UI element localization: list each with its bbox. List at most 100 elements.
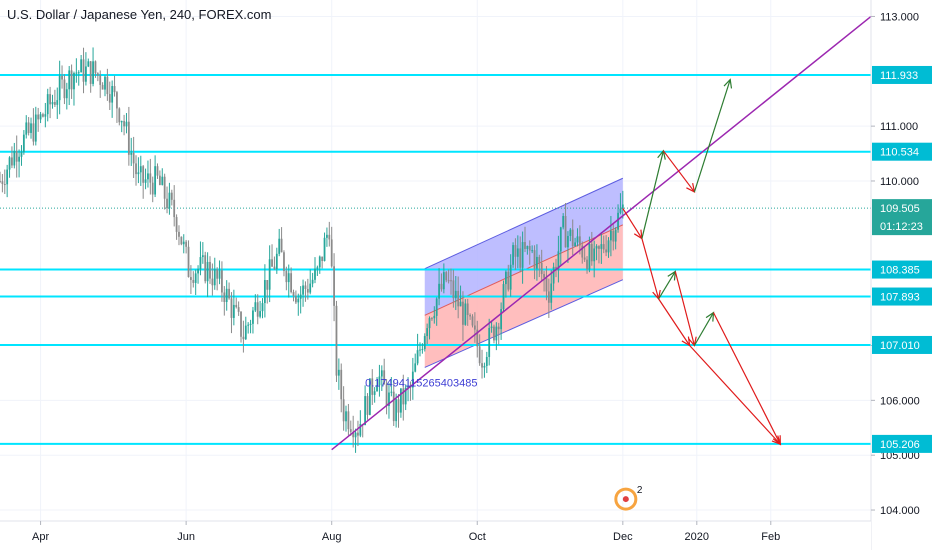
candle-body	[421, 349, 424, 351]
candle-body	[540, 262, 543, 275]
candle-body	[80, 59, 83, 73]
candle-body	[583, 257, 586, 260]
candle-body	[609, 230, 612, 241]
candle-body	[368, 378, 371, 415]
candle-body	[431, 318, 433, 320]
candle-body	[607, 240, 610, 253]
candle-body	[414, 363, 417, 372]
level-price-label: 105.206	[880, 439, 920, 451]
candle-body	[204, 255, 207, 282]
candle-body	[15, 150, 18, 162]
candle-body	[154, 166, 157, 195]
candle-body	[507, 271, 510, 290]
candle-body	[280, 238, 283, 253]
arrow-head	[705, 311, 715, 322]
candle-body	[149, 173, 152, 183]
candle-body	[302, 285, 304, 295]
level-price-label: 108.385	[880, 265, 920, 277]
candle-body	[519, 248, 522, 268]
candle-body	[135, 163, 137, 175]
level-price-label-bg	[872, 260, 932, 279]
candle-body	[75, 72, 78, 74]
candle-body	[578, 236, 581, 246]
candle-body	[340, 369, 343, 400]
candle-body	[602, 244, 605, 250]
level-price-label-bg	[872, 287, 932, 306]
candle-body	[161, 176, 164, 185]
candle-body	[473, 325, 476, 330]
candle-body	[259, 311, 262, 317]
candle-body	[192, 279, 195, 283]
candle-body	[521, 242, 524, 268]
candle-body	[466, 303, 469, 315]
candle-body	[500, 309, 503, 330]
candle-body	[120, 121, 123, 123]
candle-body	[287, 273, 290, 283]
projection-arrows	[622, 78, 782, 446]
candle-body	[397, 399, 400, 413]
candle-body	[1, 181, 4, 185]
candle-body	[285, 270, 288, 283]
candle-body	[564, 216, 567, 248]
candle-body	[247, 324, 250, 326]
candle-body	[273, 266, 276, 269]
level-price-label: 110.534	[880, 147, 919, 159]
candle-body	[598, 246, 600, 249]
candle-body	[478, 346, 481, 364]
candle-body	[182, 241, 185, 245]
candle-body	[218, 270, 221, 279]
candle-body	[244, 325, 247, 340]
candle-body	[299, 294, 302, 299]
candle-body	[178, 231, 180, 237]
candle-body	[144, 179, 147, 183]
countdown-label: 01:12:23	[880, 221, 923, 233]
candle-body	[337, 369, 340, 376]
candle-body	[464, 303, 467, 325]
candle-body	[383, 370, 386, 385]
candle-body	[347, 411, 350, 430]
candle-body	[619, 208, 622, 213]
candle-body	[366, 396, 369, 415]
channel-upper-zone	[424, 178, 623, 316]
candle-body	[216, 269, 219, 279]
candle-body	[230, 298, 233, 318]
candle-body	[206, 261, 209, 282]
candle-body	[63, 79, 66, 99]
candle-body	[158, 175, 161, 185]
candle-body	[574, 242, 576, 247]
candle-body	[268, 259, 271, 290]
time-axis: Apr Jun Aug Oct Dec 2020 Feb	[0, 520, 871, 550]
projection-segment	[658, 271, 676, 300]
candle-body	[11, 157, 13, 166]
candle-body	[8, 157, 11, 170]
candle-body	[614, 229, 617, 242]
candle-body	[378, 376, 381, 386]
candle-body	[187, 246, 190, 278]
candle-body	[194, 273, 197, 283]
candle-body	[44, 114, 47, 117]
candle-body	[352, 431, 355, 438]
current-price-label: 109.505	[880, 203, 920, 215]
candle-body	[190, 277, 192, 280]
candle-body	[333, 266, 335, 306]
candle-body	[576, 236, 579, 243]
candle-body	[156, 166, 159, 176]
candle-body	[278, 238, 281, 254]
price-tick-label: 104.000	[880, 505, 920, 517]
candle-body	[538, 256, 541, 263]
candle-body	[147, 173, 149, 180]
level-price-label-bg	[872, 142, 932, 161]
channel-lower-line	[424, 279, 624, 368]
candle-body	[531, 250, 534, 252]
candle-body	[22, 134, 25, 152]
candle-body	[309, 283, 312, 293]
projection-segment	[641, 150, 664, 239]
candle-body	[46, 94, 49, 115]
projection-segment	[658, 298, 691, 346]
candle-body	[271, 259, 273, 267]
candle-body	[359, 424, 362, 436]
candle-body	[130, 152, 133, 155]
candle-body	[612, 230, 615, 242]
